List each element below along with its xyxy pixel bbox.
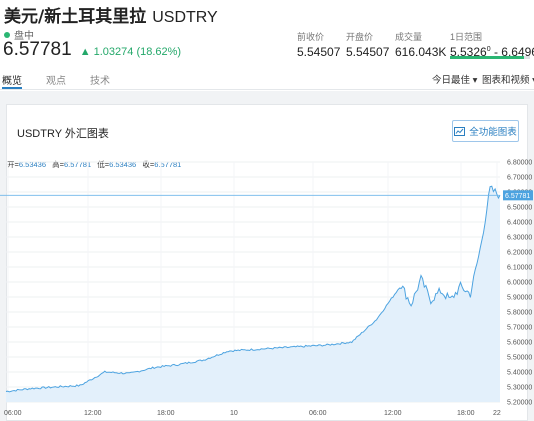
pair-symbol: USDTRY	[152, 9, 218, 26]
price-chart[interactable]: 6.800006.700006.600006.500006.400006.300…	[0, 152, 534, 421]
y-tick-label: 5.40000	[507, 370, 532, 377]
x-tick-label: 06:00	[309, 410, 327, 417]
range-low: 5.5326	[450, 45, 487, 59]
range-low-sup: 0	[486, 46, 491, 53]
period-dropdown[interactable]: 今日最佳 ▾	[432, 75, 478, 86]
stat-prev-close: 前收价 5.54507	[297, 30, 340, 59]
pair-name: 美元/新土耳其里拉	[4, 7, 147, 27]
y-tick-label: 6.00000	[507, 280, 532, 287]
low-label: 低=	[97, 160, 110, 169]
price-line	[5, 185, 501, 393]
current-price-tag: 6.57781	[503, 190, 533, 201]
tab-opinion[interactable]: 观点	[46, 76, 66, 87]
chart-icon	[454, 126, 466, 136]
tab-overview[interactable]: 概览	[2, 76, 22, 87]
stat-label: 开盘价	[346, 32, 374, 42]
y-axis: 6.800006.700006.600006.500006.400006.300…	[507, 160, 532, 407]
x-tick-label: 12:00	[84, 410, 102, 417]
x-axis: 06:00 12:00 18:00 10 06:00 12:00 18:00 22	[4, 410, 501, 417]
stat-open: 开盘价 5.54507	[346, 30, 389, 59]
full-chart-label: 全功能图表	[469, 127, 517, 138]
x-tick-label: 18:00	[457, 410, 475, 417]
price-change: ▲ 1.03274 (18.62%)	[79, 46, 182, 58]
open-value: 6.53436	[18, 160, 47, 169]
x-tick-label: 18:00	[157, 410, 175, 417]
current-price-tag-label: 6.57781	[505, 193, 530, 200]
stat-value: 5.54507	[346, 45, 390, 59]
y-tick-label: 6.40000	[507, 220, 532, 227]
y-tick-label: 6.30000	[507, 235, 532, 242]
x-tick-label: 22	[493, 410, 501, 417]
y-tick-label: 5.70000	[507, 325, 532, 332]
y-tick-label: 5.20000	[507, 400, 532, 407]
y-tick-label: 5.30000	[507, 385, 532, 392]
range-high: 6.6496	[501, 45, 534, 59]
chart-title: USDTRY 外汇图表	[17, 128, 109, 140]
status-dot-icon	[4, 31, 10, 38]
day-range-value: 5.53260 - 6.64962	[450, 45, 534, 59]
tab-technical[interactable]: 技术	[90, 76, 110, 87]
y-tick-label: 6.70000	[507, 175, 532, 182]
low-value: 6.53436	[109, 160, 137, 169]
close-value: 6.57781	[154, 160, 182, 169]
stat-label: 成交量	[395, 32, 423, 42]
view-dropdown[interactable]: 图表和视频 ▾	[482, 75, 534, 86]
stat-day-range: 1日范围 5.53260 - 6.64962	[450, 30, 534, 59]
market-status: 盘中	[4, 27, 34, 42]
price-row: 6.57781 ▲ 1.03274 (18.62%)	[3, 39, 181, 61]
ohlc-readout: 开=6.53436 高=6.57781 低=6.53436 收=6.57781	[7, 159, 185, 170]
x-tick-label: 06:00	[4, 410, 22, 417]
x-tick-label: 10	[230, 410, 238, 417]
stat-volume: 成交量 616.043K	[395, 30, 446, 59]
last-price: 6.57781	[3, 39, 72, 60]
price-area-fill	[6, 186, 500, 402]
market-status-label: 盘中	[14, 31, 34, 42]
high-label: 高=	[52, 160, 64, 169]
stat-value: 5.54507	[297, 45, 341, 59]
x-tick-label: 12:00	[384, 410, 402, 417]
y-tick-label: 5.60000	[507, 340, 532, 347]
y-tick-label: 5.80000	[507, 310, 532, 317]
day-range-bar	[450, 56, 530, 59]
stat-label: 前收价	[297, 32, 325, 42]
y-tick-label: 6.50000	[507, 205, 532, 212]
stat-label: 1日范围	[450, 32, 483, 42]
high-value: 6.57781	[64, 160, 92, 169]
y-tick-label: 6.20000	[507, 250, 532, 257]
y-tick-label: 5.50000	[507, 355, 532, 362]
y-tick-label: 6.10000	[507, 265, 532, 272]
close-label: 收=	[142, 160, 155, 169]
page-title: 美元/新土耳其里拉 USDTRY	[4, 2, 218, 27]
open-label: 开=	[7, 160, 19, 169]
y-tick-label: 5.90000	[507, 295, 532, 302]
stat-value: 616.043K	[395, 45, 447, 59]
tab-bar: 概览 观点 技术 今日最佳 ▾ 图表和视频 ▾	[0, 64, 534, 90]
range-sep: -	[490, 45, 502, 59]
current-price-tag-bg	[503, 190, 533, 201]
y-tick-label: 6.80000	[507, 160, 532, 167]
active-tab-indicator	[2, 87, 22, 89]
full-chart-button[interactable]: 全功能图表	[452, 120, 519, 142]
day-range-fill	[450, 56, 525, 59]
